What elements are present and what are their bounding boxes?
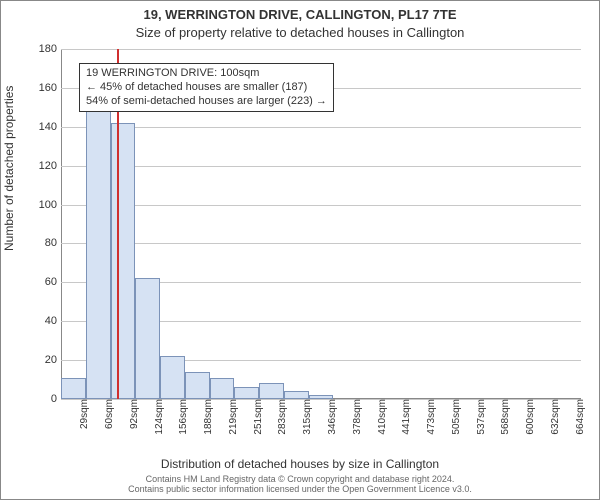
histogram-bar <box>284 391 309 399</box>
xtick-label: 568sqm <box>498 399 511 435</box>
annotation-line: 54% of semi-detached houses are larger (… <box>86 95 327 109</box>
xtick-label: 473sqm <box>424 399 437 435</box>
ytick-label: 120 <box>39 160 61 172</box>
histogram-bar <box>210 378 235 399</box>
annotation-line: 19 WERRINGTON DRIVE: 100sqm <box>86 67 327 81</box>
ytick-label: 100 <box>39 199 61 211</box>
grid-line <box>61 243 581 244</box>
xtick-label: 441sqm <box>399 399 412 435</box>
xtick-label: 410sqm <box>375 399 388 435</box>
histogram-bar <box>160 356 185 399</box>
xtick-label: 29sqm <box>77 399 90 429</box>
y-axis-line <box>61 49 62 399</box>
xtick-label: 664sqm <box>573 399 586 435</box>
annotation-box: 19 WERRINGTON DRIVE: 100sqm← 45% of deta… <box>79 63 334 112</box>
xtick-label: 219sqm <box>226 399 239 435</box>
xtick-label: 92sqm <box>127 399 140 429</box>
xtick-label: 251sqm <box>251 399 264 435</box>
annotation-line: ← 45% of detached houses are smaller (18… <box>86 81 327 95</box>
xtick-label: 124sqm <box>152 399 165 435</box>
histogram-bar <box>135 278 160 399</box>
histogram-bar <box>111 123 136 399</box>
y-axis-label: Number of detached properties <box>2 86 16 251</box>
footer-line: Contains public sector information licen… <box>1 485 599 495</box>
attribution-footer: Contains HM Land Registry data © Crown c… <box>1 475 599 495</box>
xtick-label: 537sqm <box>474 399 487 435</box>
ytick-label: 40 <box>45 315 61 327</box>
ytick-label: 0 <box>51 393 61 405</box>
xtick-label: 60sqm <box>102 399 115 429</box>
grid-line <box>61 205 581 206</box>
xtick-label: 600sqm <box>523 399 536 435</box>
grid-line <box>61 127 581 128</box>
xtick-label: 188sqm <box>201 399 214 435</box>
xtick-label: 505sqm <box>449 399 462 435</box>
histogram-bar <box>259 383 284 399</box>
x-axis-label: Distribution of detached houses by size … <box>1 457 599 471</box>
histogram-bar <box>61 378 86 399</box>
chart-container: 19, WERRINGTON DRIVE, CALLINGTON, PL17 7… <box>0 0 600 500</box>
xtick-label: 283sqm <box>275 399 288 435</box>
grid-line <box>61 49 581 50</box>
grid-line <box>61 166 581 167</box>
histogram-bar <box>86 107 111 399</box>
xtick-label: 315sqm <box>300 399 313 435</box>
histogram-bar <box>234 387 259 399</box>
title-main: 19, WERRINGTON DRIVE, CALLINGTON, PL17 7… <box>1 7 599 22</box>
ytick-label: 160 <box>39 82 61 94</box>
ytick-label: 180 <box>39 43 61 55</box>
plot-area: 02040608010012014016018029sqm60sqm92sqm1… <box>61 49 581 399</box>
title-sub: Size of property relative to detached ho… <box>1 25 599 40</box>
ytick-label: 60 <box>45 276 61 288</box>
xtick-label: 346sqm <box>325 399 338 435</box>
histogram-bar <box>185 372 210 399</box>
ytick-label: 140 <box>39 121 61 133</box>
ytick-label: 20 <box>45 354 61 366</box>
xtick-label: 378sqm <box>350 399 363 435</box>
xtick-label: 156sqm <box>176 399 189 435</box>
xtick-label: 632sqm <box>548 399 561 435</box>
ytick-label: 80 <box>45 237 61 249</box>
